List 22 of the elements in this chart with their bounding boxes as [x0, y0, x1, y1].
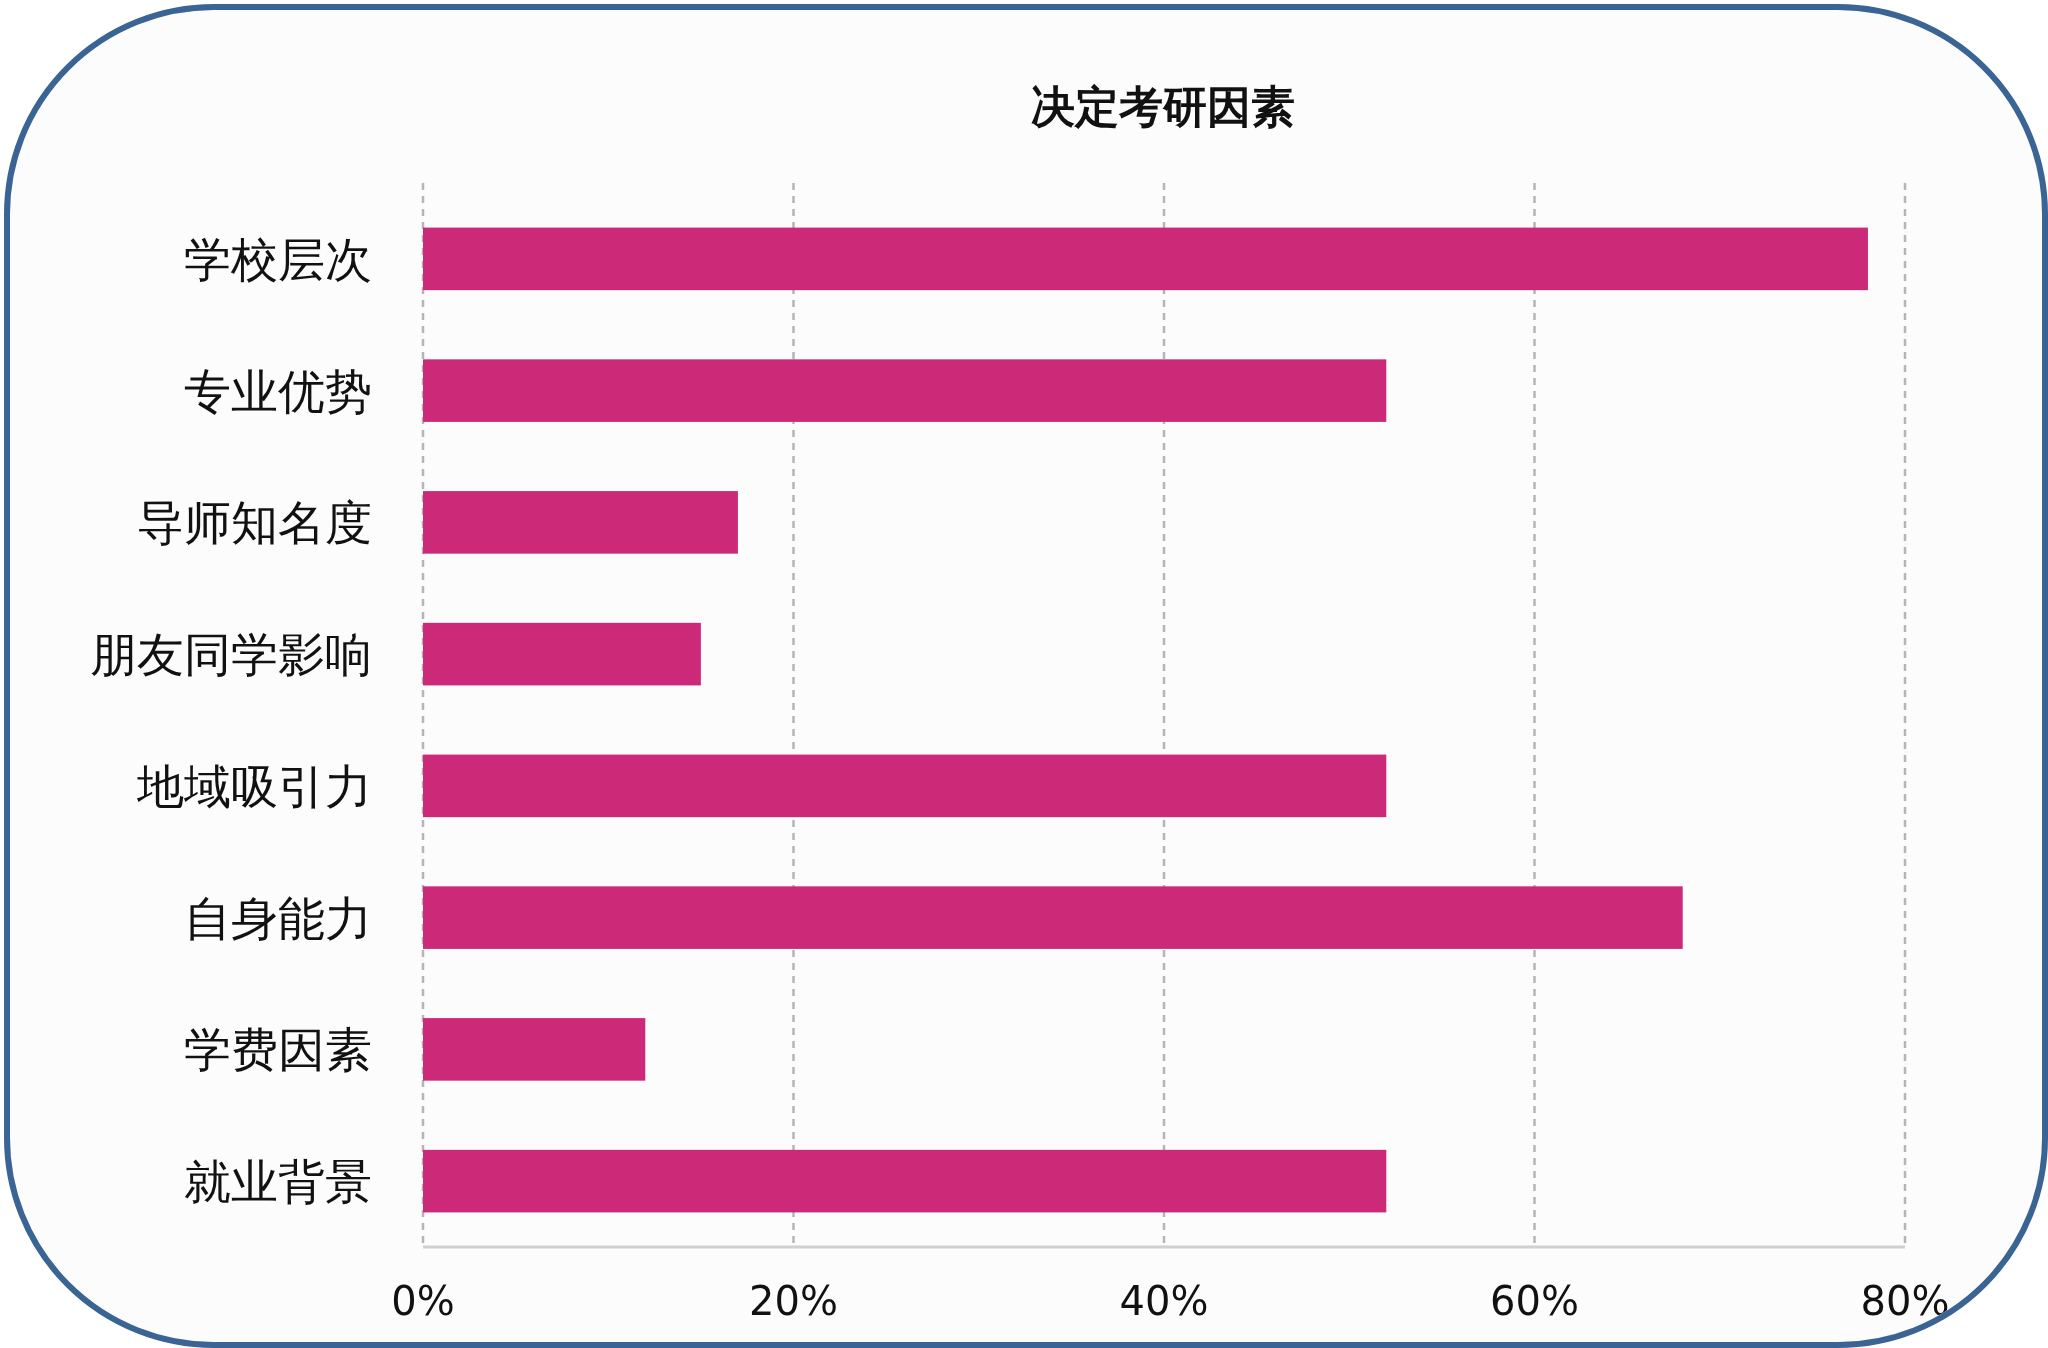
bar [423, 491, 738, 554]
x-tick-label: 60% [1490, 1278, 1579, 1324]
bar [423, 754, 1387, 818]
bar [423, 622, 701, 686]
x-tick-label: 0% [391, 1278, 455, 1324]
y-tick-label: 学校层次 [184, 231, 372, 287]
y-tick-label: 导师知名度 [137, 495, 372, 551]
y-tick-label: 就业背景 [184, 1154, 372, 1210]
bar [423, 1149, 1387, 1213]
y-tick-label: 地域吸引力 [136, 758, 372, 814]
y-tick-label: 朋友同学影响 [90, 627, 372, 683]
bar [423, 227, 1868, 291]
y-tick-label: 自身能力 [184, 890, 372, 946]
x-tick-label: 80% [1860, 1278, 1950, 1324]
y-tick-label: 专业优势 [184, 363, 372, 419]
bar [423, 886, 1683, 949]
x-tick-label: 20% [749, 1278, 838, 1324]
chart-title: 决定考研因素 [1031, 81, 1295, 132]
bar [423, 359, 1387, 422]
bar [423, 1018, 646, 1081]
y-tick-label: 学费因素 [184, 1022, 372, 1078]
x-tick-label: 40% [1119, 1278, 1209, 1324]
